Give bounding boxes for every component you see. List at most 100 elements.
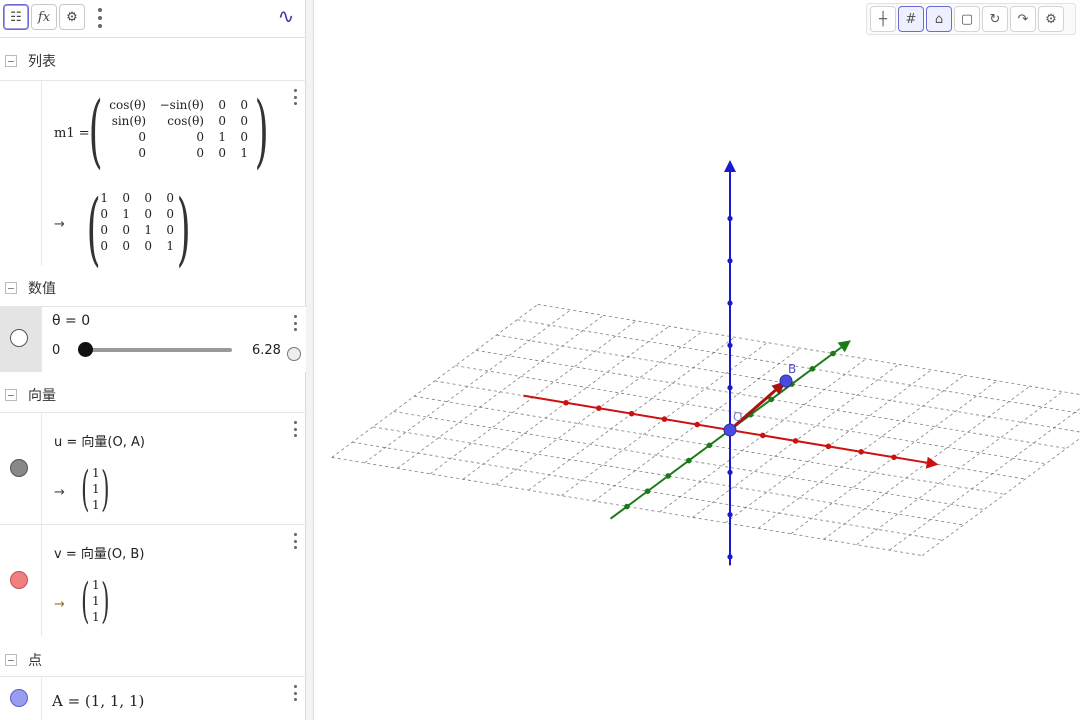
item-menu-icon[interactable] bbox=[292, 533, 298, 549]
redo-view-icon[interactable]: ↷ bbox=[1010, 6, 1036, 32]
vector-right-paren: ) bbox=[101, 461, 110, 517]
y-axis-tick bbox=[830, 350, 836, 357]
marble-column bbox=[0, 307, 42, 372]
more-menu-icon[interactable] bbox=[96, 6, 104, 30]
graphics-toolbar: ┼ # ⌂ ▢ ↻ ↷ ⚙ bbox=[866, 3, 1076, 35]
item-menu-icon[interactable] bbox=[292, 685, 298, 701]
item-menu-icon[interactable] bbox=[292, 89, 298, 105]
result-arrow: → bbox=[54, 597, 65, 612]
section-title: 向量 bbox=[28, 388, 56, 404]
grid-line bbox=[475, 349, 1067, 449]
theta-slider-track[interactable] bbox=[86, 348, 232, 352]
result-left-paren: ( bbox=[86, 182, 101, 275]
y-axis-tick bbox=[768, 396, 774, 403]
matrix-cell: cos(θ) bbox=[109, 98, 146, 112]
vector-u-definition: u = 向量(O, A) bbox=[54, 435, 145, 450]
x-axis-tick bbox=[760, 432, 766, 439]
matrix-cell: cos(θ) bbox=[167, 114, 204, 128]
list-item-theta[interactable]: θ = 0 0 6.28 bbox=[0, 306, 306, 372]
marble-column bbox=[0, 525, 42, 636]
z-axis-tick bbox=[727, 511, 733, 518]
z-axis-tick bbox=[727, 469, 733, 475]
visibility-toggle[interactable] bbox=[10, 329, 28, 347]
marble-column bbox=[0, 81, 42, 266]
point-b-label: B bbox=[788, 362, 796, 376]
axes-icon[interactable]: ┼ bbox=[870, 6, 896, 32]
matrix-cell: 0 bbox=[100, 223, 108, 237]
fx-button[interactable]: fx bbox=[31, 4, 57, 30]
matrix-cell: 0 bbox=[122, 223, 130, 237]
grid-line bbox=[372, 426, 964, 526]
settings-button[interactable]: ⚙ bbox=[59, 4, 85, 30]
vector-v-line bbox=[729, 389, 777, 432]
3d-scene[interactable]: BO bbox=[315, 0, 1080, 720]
collapse-icon[interactable] bbox=[5, 389, 17, 401]
grid-line bbox=[331, 304, 539, 458]
section-title: 列表 bbox=[28, 54, 56, 70]
collapse-icon[interactable] bbox=[5, 55, 17, 67]
theta-slider-knob[interactable] bbox=[78, 342, 93, 357]
grid-line bbox=[537, 304, 1080, 395]
x-axis-tick bbox=[628, 410, 635, 417]
item-menu-icon[interactable] bbox=[292, 315, 298, 331]
section-points[interactable]: 点 bbox=[0, 645, 306, 675]
z-axis-tick bbox=[727, 554, 733, 560]
m1-label: m1 = bbox=[54, 126, 90, 141]
list-item-point-a[interactable]: A = (1, 1, 1) bbox=[0, 676, 306, 720]
matrix-cell: 1 bbox=[144, 223, 152, 237]
section-lists[interactable]: 列表 bbox=[0, 46, 306, 76]
rotate-icon[interactable]: ↻ bbox=[982, 6, 1008, 32]
visibility-toggle[interactable] bbox=[10, 689, 28, 707]
x-axis-tick bbox=[858, 449, 864, 455]
play-animation-button[interactable] bbox=[287, 347, 301, 361]
z-axis-tick bbox=[727, 385, 733, 391]
result-right-paren: ) bbox=[176, 182, 191, 275]
z-axis-tick bbox=[727, 342, 733, 348]
gear-icon: ⚙ bbox=[66, 9, 78, 25]
grid-line bbox=[364, 309, 571, 464]
vector-v-definition: v = 向量(O, B) bbox=[54, 547, 145, 562]
matrix-cell: 1 bbox=[100, 191, 108, 205]
matrix-cell: 0 bbox=[100, 207, 108, 221]
section-title: 点 bbox=[28, 653, 42, 669]
section-vectors[interactable]: 向量 bbox=[0, 380, 306, 410]
matrix-cell: 1 bbox=[122, 207, 130, 221]
visibility-toggle[interactable] bbox=[10, 459, 28, 477]
list-item-m1[interactable]: m1 = ( cos(θ) −sin(θ) 0 0 sin(θ) cos(θ) 0 0 0 0 1 0… bbox=[0, 80, 306, 274]
graphics-settings-icon[interactable]: ⚙ bbox=[1038, 6, 1064, 32]
algebra-toolbar: ☷ fx ⚙ ∿ bbox=[0, 0, 306, 38]
fx-icon: fx bbox=[37, 9, 51, 25]
cube-icon[interactable]: ▢ bbox=[954, 6, 980, 32]
home-icon[interactable]: ⌂ bbox=[926, 6, 952, 32]
matrix-cell: 0 bbox=[196, 130, 204, 144]
axis-ticks bbox=[563, 215, 897, 560]
z-axis-tick bbox=[727, 258, 733, 264]
collapse-icon[interactable] bbox=[5, 282, 17, 294]
xy-plane-grid bbox=[331, 304, 1080, 556]
graphing-view-icon[interactable]: ∿ bbox=[277, 4, 295, 28]
panel-splitter[interactable] bbox=[306, 0, 314, 720]
section-numbers[interactable]: 数值 bbox=[0, 273, 306, 303]
matrix-cell: 0 bbox=[240, 98, 248, 112]
collapse-icon[interactable] bbox=[5, 654, 17, 666]
x-axis-tick bbox=[825, 443, 832, 450]
item-menu-icon[interactable] bbox=[292, 421, 298, 437]
matrix-cell: 0 bbox=[144, 191, 152, 205]
matrix-cell: 0 bbox=[138, 130, 146, 144]
vector-left-paren: ( bbox=[81, 461, 90, 517]
matrix-cell: 0 bbox=[240, 130, 248, 144]
matrix-cell: 0 bbox=[218, 146, 226, 160]
grid-icon[interactable]: # bbox=[898, 6, 924, 32]
result-arrow: → bbox=[54, 217, 65, 232]
matrix-cell: −sin(θ) bbox=[159, 98, 204, 112]
matrix-cell: sin(θ) bbox=[111, 114, 146, 128]
visibility-toggle[interactable] bbox=[10, 571, 28, 589]
slider-min: 0 bbox=[52, 343, 61, 358]
algebra-view-button[interactable]: ☷ bbox=[3, 4, 29, 30]
